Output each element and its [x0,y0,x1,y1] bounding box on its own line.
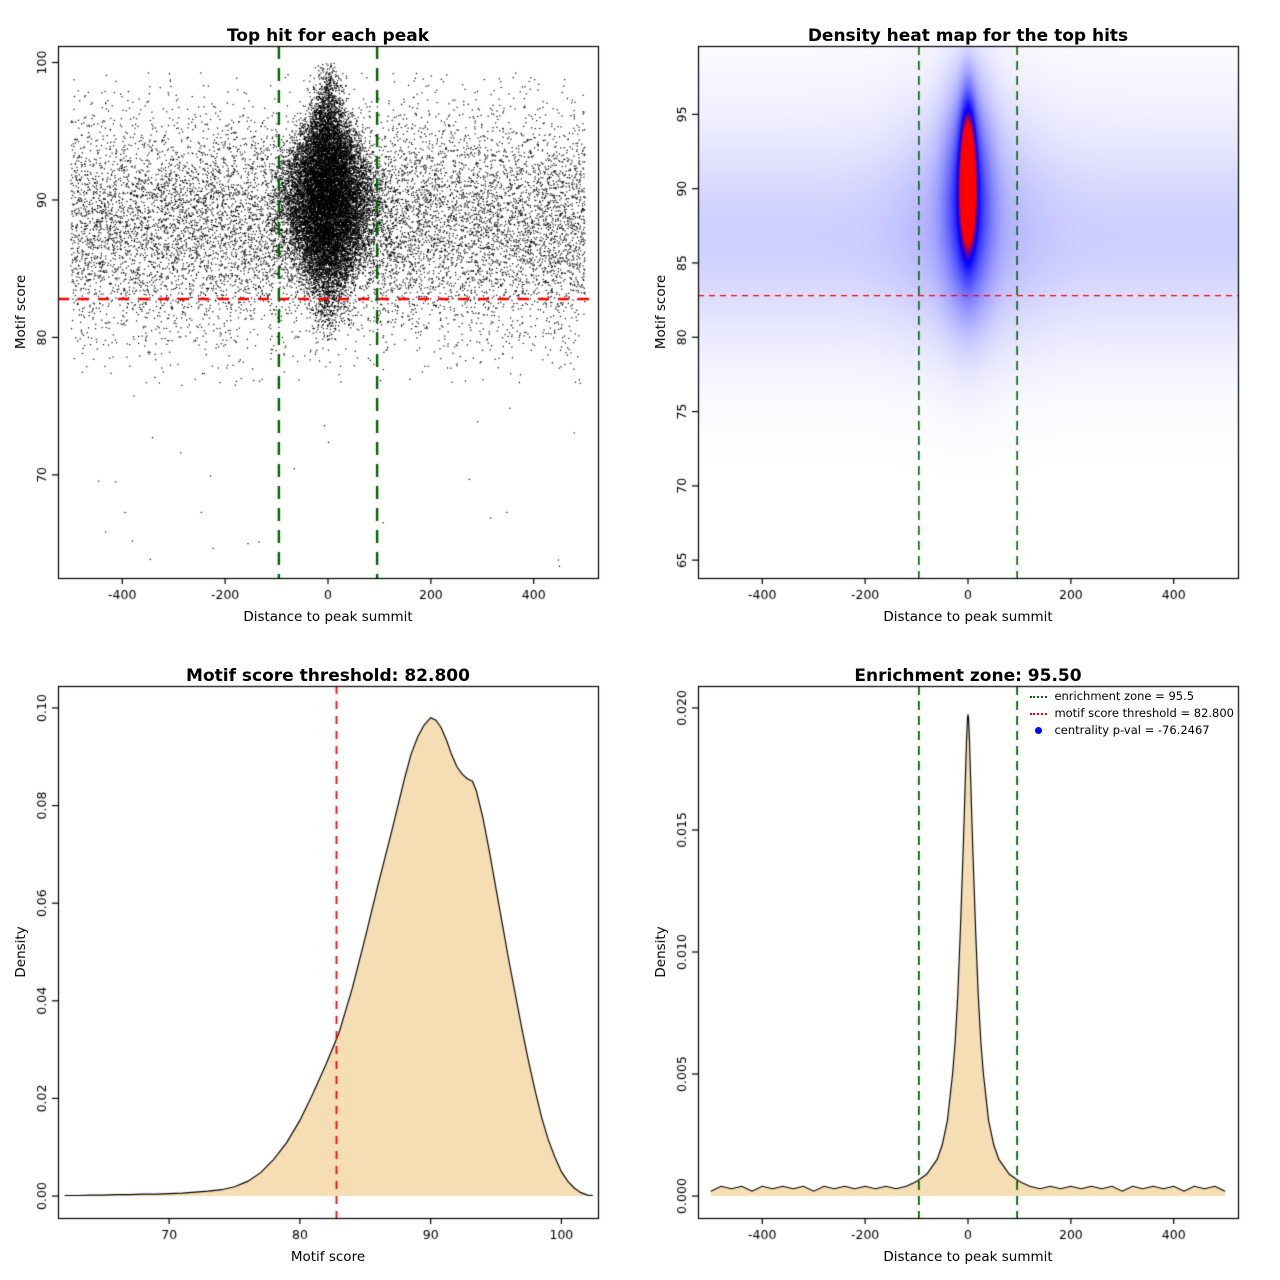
y-axis-label: Density [13,926,29,978]
panel-motif-score-density: Motif score threshold: 82.800 Motif scor… [0,640,640,1280]
panel-density-heatmap: Density heat map for the top hits Distan… [640,0,1280,640]
distance-density-plot-canvas [640,640,1280,1280]
legend-label: motif score threshold = 82.800 [1054,706,1234,720]
legend-item-score-threshold: motif score threshold = 82.800 [1030,705,1234,722]
y-axis-label: Density [653,926,669,978]
scatter-plot-canvas [0,0,640,640]
legend-label: centrality p-val = -76.2467 [1054,723,1210,737]
enrichment-zone-line-icon [1030,695,1048,698]
panel-title: Enrichment zone: 95.50 [854,666,1082,687]
panel-title: Motif score threshold: 82.800 [186,666,470,687]
score-density-plot-canvas [0,640,640,1280]
x-axis-label: Motif score [290,1249,366,1265]
panel-title: Density heat map for the top hits [807,26,1129,47]
panel-enrichment-zone-density: Enrichment zone: 95.50 Distance to peak … [640,640,1280,1280]
x-axis-label: Distance to peak summit [883,609,1053,625]
y-axis-label: Motif score [13,274,29,350]
panel-title: Top hit for each peak [226,26,430,47]
y-axis-label: Motif score [653,274,669,350]
centrality-pval-dot-icon [1035,727,1043,734]
x-axis-label: Distance to peak summit [243,609,413,625]
legend-item-enrichment-zone: enrichment zone = 95.5 [1030,688,1234,705]
threshold-line-icon [1030,712,1048,715]
legend-label: enrichment zone = 95.5 [1054,689,1195,703]
panel-top-hit-scatter: Top hit for each peak Distance to peak s… [0,0,640,640]
x-axis-label: Distance to peak summit [883,1249,1053,1265]
plot-legend: enrichment zone = 95.5 motif score thres… [1030,688,1234,739]
heatmap-plot-canvas [640,0,1280,640]
legend-item-centrality-pval: centrality p-val = -76.2467 [1030,722,1234,739]
